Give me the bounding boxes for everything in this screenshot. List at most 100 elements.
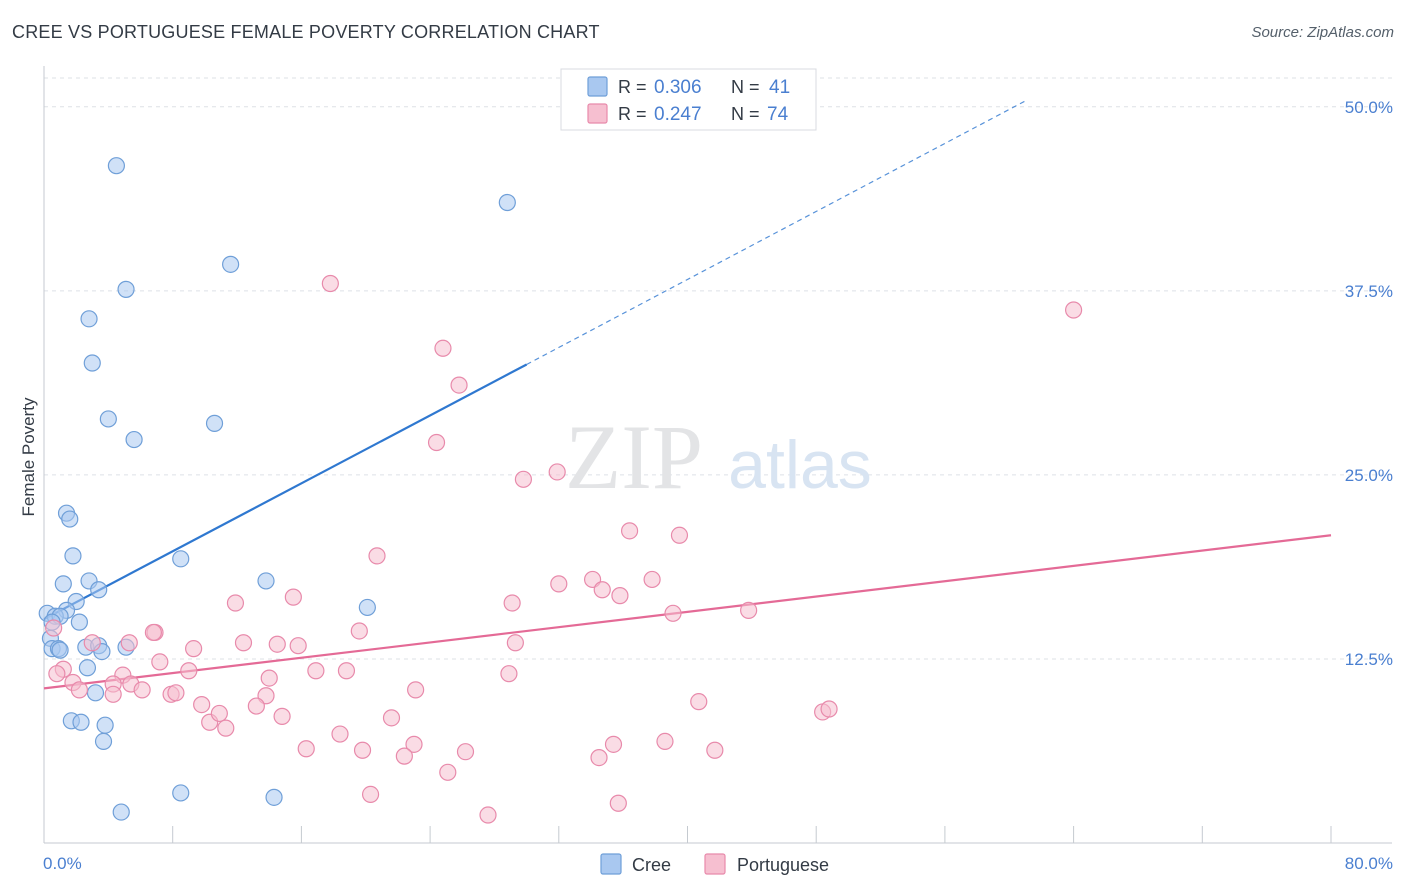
legend-top-cree-swatch bbox=[587, 76, 608, 97]
cree-trend-line bbox=[43, 363, 528, 621]
cree-point-38 bbox=[94, 732, 113, 751]
portuguese-point-6 bbox=[514, 470, 533, 488]
cree-point-6 bbox=[99, 410, 117, 428]
portuguese-point-1 bbox=[1064, 301, 1083, 319]
legend-top-portuguese-n-value: 74 bbox=[767, 104, 789, 125]
legend-top-cree-n-label: N = bbox=[731, 77, 760, 97]
portuguese-point-19 bbox=[740, 601, 758, 619]
x-tick-label-0: 0.0% bbox=[43, 854, 82, 873]
portuguese-point-13 bbox=[593, 581, 611, 599]
cree-point-34 bbox=[86, 684, 105, 702]
chart-title: CREE VS PORTUGUESE FEMALE POVERTY CORREL… bbox=[12, 22, 600, 42]
x-tick-label-1: 80.0% bbox=[1345, 854, 1393, 873]
portuguese-point-47 bbox=[133, 681, 151, 699]
portuguese-point-53 bbox=[210, 704, 228, 723]
portuguese-trend-line bbox=[43, 534, 1332, 690]
portuguese-point-15 bbox=[284, 588, 302, 606]
cree-point-15 bbox=[90, 581, 108, 599]
watermark-zip: ZIP bbox=[565, 406, 703, 508]
legend-top-cree-r-label: R = bbox=[618, 77, 647, 97]
portuguese-point-56 bbox=[690, 693, 708, 711]
portuguese-point-23 bbox=[144, 623, 162, 642]
portuguese-point-55 bbox=[382, 709, 401, 727]
cree-point-41 bbox=[112, 803, 130, 821]
portuguese-point-68 bbox=[590, 749, 608, 767]
portuguese-point-22 bbox=[45, 619, 63, 637]
cree-point-13 bbox=[54, 575, 72, 593]
portuguese-point-60 bbox=[331, 725, 349, 743]
portuguese-point-12 bbox=[643, 570, 661, 589]
cree-point-39 bbox=[172, 784, 190, 802]
portuguese-point-46 bbox=[167, 684, 185, 702]
portuguese-point-43 bbox=[407, 681, 425, 699]
axes bbox=[43, 66, 1392, 844]
portuguese-point-33 bbox=[151, 653, 169, 671]
cree-point-1 bbox=[498, 193, 516, 212]
trend-lines bbox=[43, 100, 1332, 690]
legend-top-portuguese-n-label: N = bbox=[731, 104, 760, 124]
source-label: Source: ZipAtlas.com bbox=[1251, 24, 1394, 41]
portuguese-point-63 bbox=[405, 735, 423, 753]
portuguese-point-48 bbox=[104, 685, 122, 703]
cree-point-11 bbox=[64, 547, 82, 565]
portuguese-point-24 bbox=[234, 634, 253, 652]
cree-point-28 bbox=[51, 641, 69, 659]
portuguese-point-51 bbox=[193, 695, 211, 714]
legend-cree-label: Cree bbox=[632, 855, 671, 875]
portuguese-point-36 bbox=[307, 662, 325, 680]
legend-top-portuguese-swatch bbox=[587, 103, 608, 124]
cree-point-24 bbox=[358, 598, 376, 617]
portuguese-point-34 bbox=[180, 662, 198, 680]
portuguese-point-70 bbox=[439, 763, 457, 781]
portuguese-point-2 bbox=[434, 339, 452, 357]
portuguese-point-65 bbox=[456, 743, 475, 761]
portuguese-point-71 bbox=[361, 785, 380, 804]
cree-point-16 bbox=[257, 572, 275, 590]
cree-point-5 bbox=[83, 354, 101, 372]
cree-point-8 bbox=[205, 414, 224, 432]
cree-point-7 bbox=[125, 430, 143, 449]
portuguese-point-66 bbox=[604, 735, 623, 753]
cree-point-36 bbox=[72, 713, 90, 731]
portuguese-point-8 bbox=[670, 526, 689, 544]
legend-top-cree-r-value: 0.306 bbox=[654, 77, 702, 98]
watermark: ZIP atlas bbox=[565, 406, 872, 508]
portuguese-point-9 bbox=[368, 547, 386, 565]
portuguese-point-67 bbox=[656, 732, 674, 751]
cree-point-40 bbox=[265, 788, 283, 806]
portuguese-point-42 bbox=[260, 669, 278, 687]
portuguese-point-30 bbox=[83, 634, 101, 652]
portuguese-point-26 bbox=[268, 635, 286, 653]
portuguese-point-27 bbox=[289, 637, 307, 655]
portuguese-point-16 bbox=[503, 594, 521, 612]
legend-top-portuguese-r-label: R = bbox=[618, 104, 647, 124]
portuguese-point-69 bbox=[706, 741, 724, 759]
legend-portuguese-label: Portuguese bbox=[737, 855, 829, 875]
cree-point-12 bbox=[172, 550, 190, 568]
y-tick-label-1: 25.0% bbox=[1345, 466, 1393, 485]
cree-point-22 bbox=[70, 613, 88, 631]
legend-top-cree-n-value: 41 bbox=[769, 77, 790, 98]
portuguese-point-3 bbox=[450, 376, 468, 394]
portuguese-point-14 bbox=[611, 587, 629, 605]
cree-point-2 bbox=[222, 255, 240, 273]
portuguese-point-29 bbox=[506, 634, 524, 652]
portuguese-point-7 bbox=[620, 522, 639, 540]
legend-top-portuguese-r-value: 0.247 bbox=[654, 104, 702, 125]
portuguese-point-61 bbox=[297, 740, 315, 758]
portuguese-point-41 bbox=[70, 681, 88, 699]
portuguese-point-11 bbox=[550, 575, 568, 593]
portuguese-point-18 bbox=[664, 604, 682, 622]
portuguese-point-17 bbox=[226, 594, 245, 612]
portuguese-point-4 bbox=[427, 433, 446, 452]
portuguese-point-62 bbox=[353, 741, 372, 759]
portuguese-point-72 bbox=[609, 794, 627, 812]
cree-point-4 bbox=[80, 310, 98, 328]
data-points bbox=[38, 157, 1083, 824]
legend-top: R = 0.306 N = 41 R = 0.247 N = 74 bbox=[560, 68, 817, 131]
portuguese-point-21 bbox=[350, 622, 368, 640]
legend-portuguese-swatch bbox=[704, 853, 726, 875]
portuguese-point-58 bbox=[820, 700, 838, 718]
gridlines bbox=[44, 77, 1392, 660]
y-tick-label-2: 37.5% bbox=[1345, 282, 1393, 301]
